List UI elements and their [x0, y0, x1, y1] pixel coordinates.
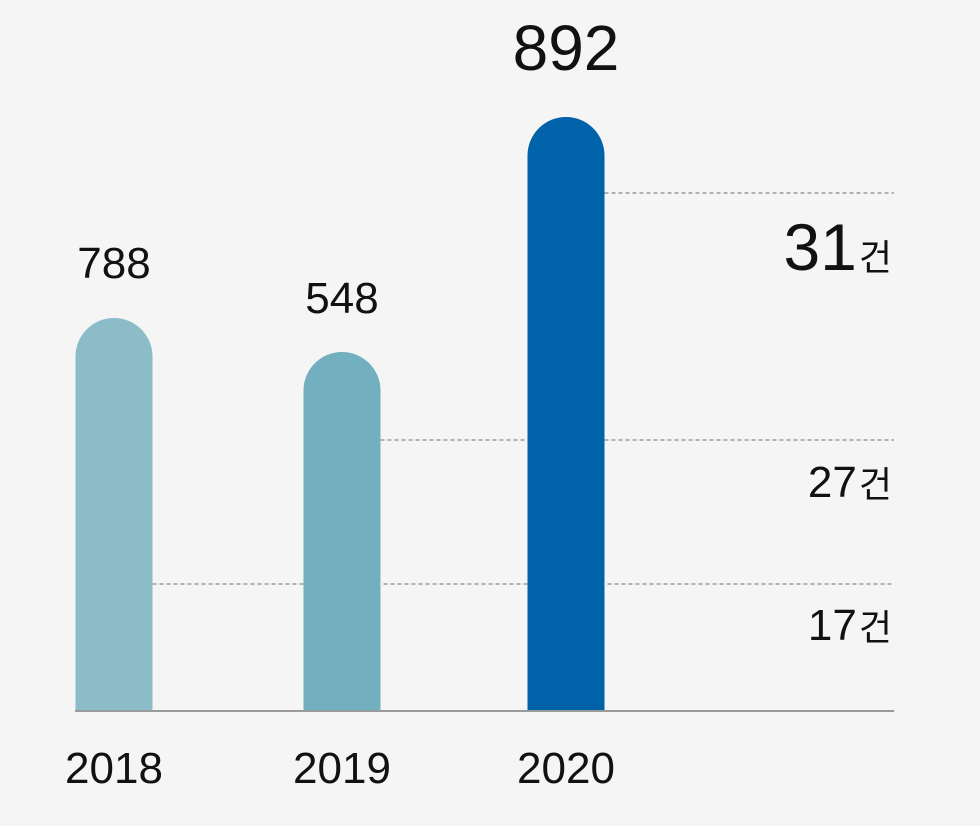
bar-2019	[303, 352, 381, 711]
value-labels: 788 548 892	[77, 12, 619, 323]
guide-lines	[152, 192, 894, 585]
count-unit: 건	[859, 608, 892, 649]
x-tick-labels: 2018 2019 2020	[65, 744, 615, 793]
value-label-2018: 788	[77, 239, 150, 288]
count-label-2018: 17건	[808, 601, 892, 650]
count-number: 17	[808, 601, 857, 650]
value-label-2019: 548	[305, 274, 378, 323]
bar-2018	[75, 318, 153, 711]
x-tick-2020: 2020	[517, 744, 615, 793]
bar-2020	[527, 116, 605, 711]
count-number: 27	[808, 458, 857, 507]
count-unit: 건	[859, 465, 892, 506]
count-unit: 건	[859, 238, 892, 279]
x-tick-2018: 2018	[65, 744, 163, 793]
bars	[75, 116, 605, 711]
count-label-2019: 27건	[808, 458, 892, 507]
value-label-2020: 892	[513, 12, 620, 84]
count-label-2020: 31건	[783, 210, 892, 284]
x-tick-2019: 2019	[293, 744, 391, 793]
count-number: 31	[783, 210, 856, 284]
